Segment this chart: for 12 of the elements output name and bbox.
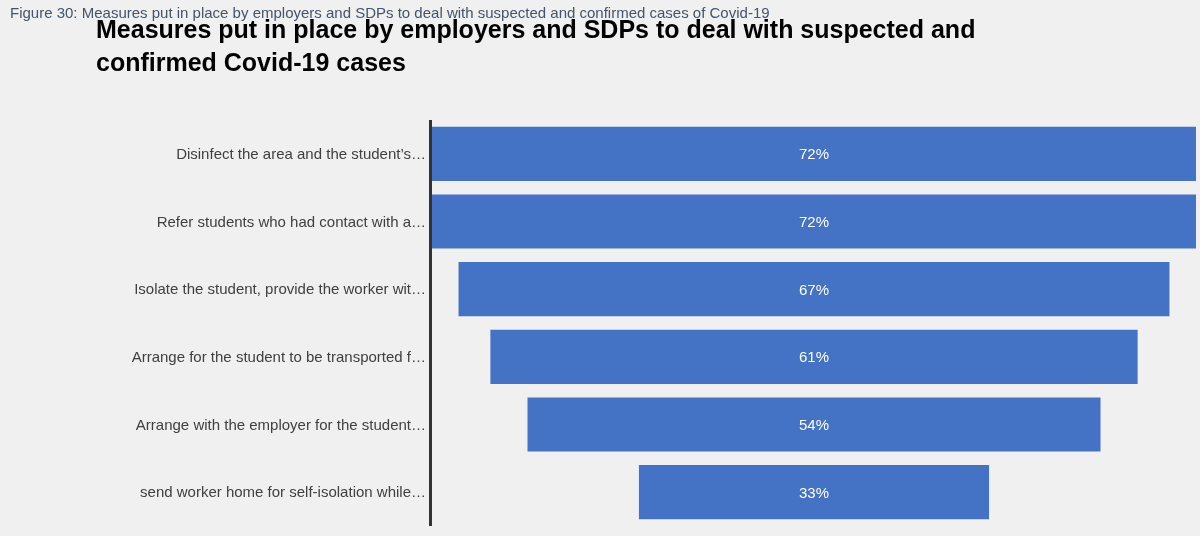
- category-label: Isolate the student, provide the worker wit…: [134, 280, 426, 298]
- category-label: Disinfect the area and the student’s…: [176, 145, 426, 163]
- data-label: 61%: [798, 348, 830, 366]
- data-label: 67%: [798, 280, 830, 298]
- category-label: Refer students who had contact with a…: [156, 212, 426, 230]
- data-label: 54%: [798, 416, 830, 433]
- data-label: 33%: [798, 483, 830, 501]
- category-label: Arrange with the employer for the student…: [135, 415, 426, 433]
- category-label: send worker home for self-isolation while…: [140, 483, 426, 501]
- data-label: 72%: [798, 145, 830, 163]
- data-label: 72%: [798, 213, 830, 230]
- category-label: Arrange for the student to be transported f…: [131, 348, 426, 366]
